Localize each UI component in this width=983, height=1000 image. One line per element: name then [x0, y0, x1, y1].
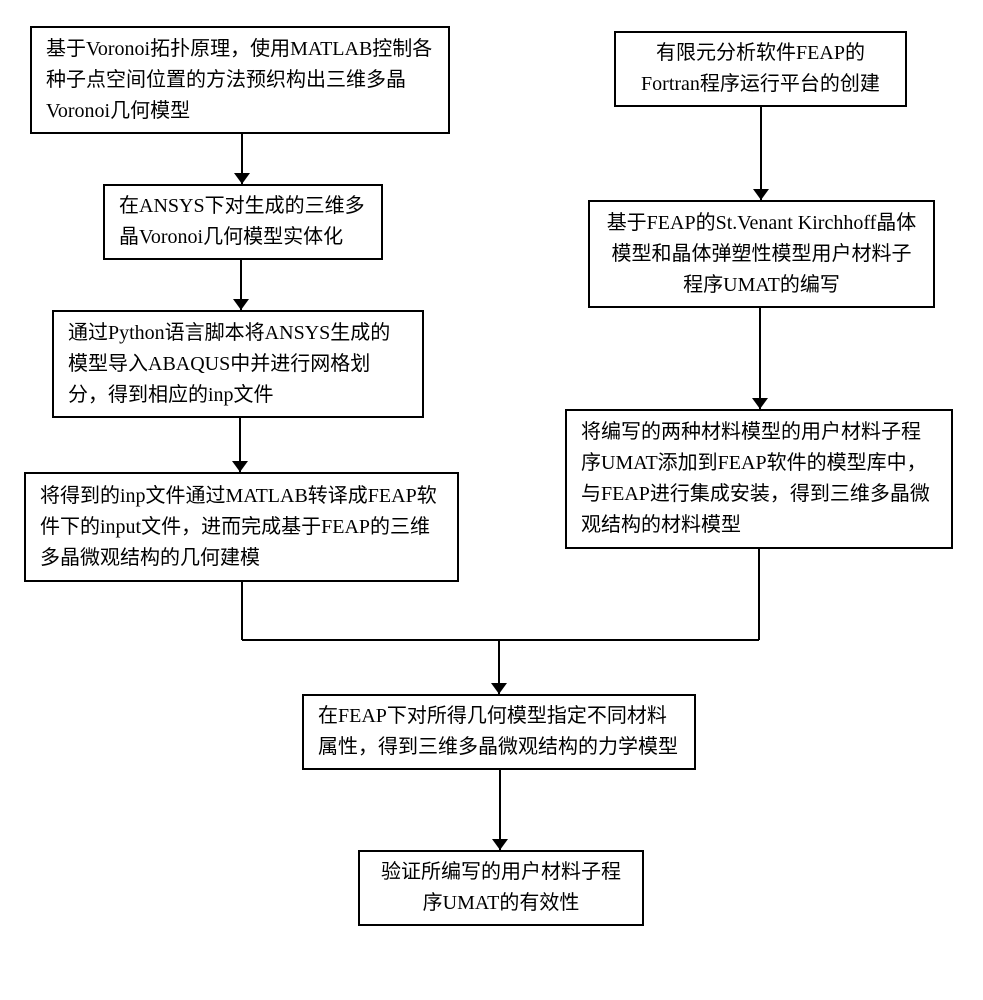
arrow-head — [232, 461, 248, 472]
flowchart-node-l4: 将得到的inp文件通过MATLAB转译成FEAP软件下的input文件，进而完成… — [24, 472, 459, 582]
node-text: 通过Python语言脚本将ANSYS生成的模型导入ABAQUS中并进行网格划分，… — [68, 318, 408, 411]
flowchart-node-m2: 验证所编写的用户材料子程序UMAT的有效性 — [358, 850, 644, 926]
node-text: 在FEAP下对所得几何模型指定不同材料属性，得到三维多晶微观结构的力学模型 — [318, 701, 680, 763]
arrow-head — [234, 173, 250, 184]
arrow-head — [752, 398, 768, 409]
arrow-head — [233, 299, 249, 310]
arrow-head — [492, 839, 508, 850]
flowchart-node-r1: 有限元分析软件FEAP的Fortran程序运行平台的创建 — [614, 31, 907, 107]
node-text: 将编写的两种材料模型的用户材料子程序UMAT添加到FEAP软件的模型库中，与FE… — [581, 417, 937, 541]
arrow-line — [758, 549, 760, 640]
flowchart-node-m1: 在FEAP下对所得几何模型指定不同材料属性，得到三维多晶微观结构的力学模型 — [302, 694, 696, 770]
flowchart-node-l1: 基于Voronoi拓扑原理，使用MATLAB控制各种子点空间位置的方法预织构出三… — [30, 26, 450, 134]
flowchart-node-l3: 通过Python语言脚本将ANSYS生成的模型导入ABAQUS中并进行网格划分，… — [52, 310, 424, 418]
node-text: 基于FEAP的St.Venant Kirchhoff晶体模型和晶体弹塑性模型用户… — [604, 208, 919, 301]
node-text: 验证所编写的用户材料子程序UMAT的有效性 — [374, 857, 628, 919]
arrow-line — [242, 639, 760, 641]
node-text: 有限元分析软件FEAP的Fortran程序运行平台的创建 — [630, 38, 891, 100]
flowchart-node-l2: 在ANSYS下对生成的三维多晶Voronoi几何模型实体化 — [103, 184, 383, 260]
arrow-head — [491, 683, 507, 694]
arrow-line — [759, 308, 761, 409]
node-text: 在ANSYS下对生成的三维多晶Voronoi几何模型实体化 — [119, 191, 367, 253]
flowchart-node-r3: 将编写的两种材料模型的用户材料子程序UMAT添加到FEAP软件的模型库中，与FE… — [565, 409, 953, 549]
node-text: 基于Voronoi拓扑原理，使用MATLAB控制各种子点空间位置的方法预织构出三… — [46, 34, 434, 127]
arrow-line — [241, 582, 243, 640]
arrow-line — [760, 107, 762, 200]
node-text: 将得到的inp文件通过MATLAB转译成FEAP软件下的input文件，进而完成… — [40, 481, 443, 574]
arrow-head — [753, 189, 769, 200]
flowchart-node-r2: 基于FEAP的St.Venant Kirchhoff晶体模型和晶体弹塑性模型用户… — [588, 200, 935, 308]
